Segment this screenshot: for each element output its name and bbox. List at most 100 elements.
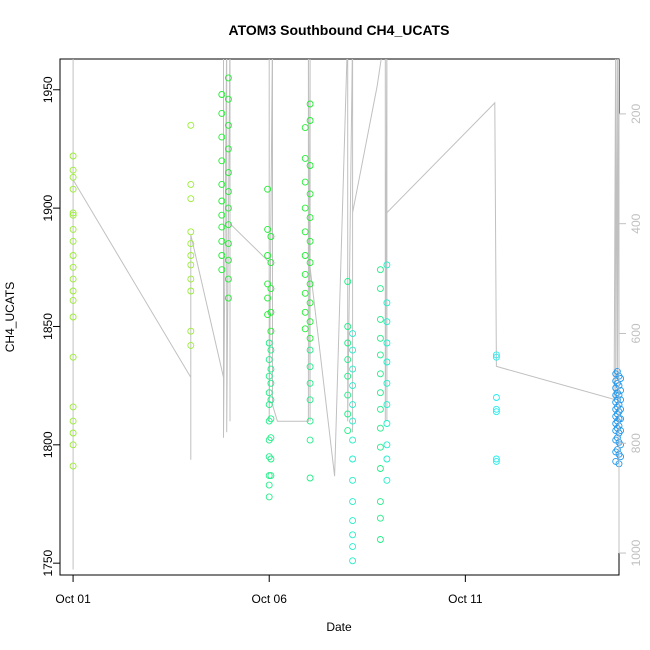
data-point — [617, 415, 625, 423]
data-point — [224, 145, 232, 153]
x-tick-label: Oct 01 — [55, 592, 91, 606]
data-point — [224, 74, 232, 82]
data-point — [301, 252, 309, 259]
data-point — [349, 401, 357, 409]
data-point — [218, 197, 226, 205]
data-point — [301, 124, 309, 132]
data-point — [267, 379, 275, 387]
data-point — [69, 237, 77, 245]
data-point — [264, 294, 272, 302]
data-point — [306, 318, 314, 326]
data-point — [301, 270, 309, 278]
data-point — [267, 415, 275, 423]
data-point — [69, 225, 77, 233]
data-point — [218, 157, 226, 165]
x-tick-label: Oct 06 — [252, 592, 288, 606]
data-point — [69, 152, 77, 160]
data-point — [265, 417, 273, 425]
data-point — [349, 330, 357, 338]
data-point — [617, 427, 625, 435]
data-point — [383, 358, 391, 366]
x-axis: Oct 01 Oct 06 Oct 11 — [55, 574, 483, 606]
data-point — [376, 498, 384, 506]
data-point — [224, 121, 232, 129]
data-point — [349, 531, 357, 539]
y-axis-left: 1750 1800 1850 1900 1950 — [41, 76, 61, 577]
data-point — [69, 252, 77, 259]
data-point — [267, 455, 275, 463]
data-point — [301, 204, 309, 212]
data-point — [224, 240, 232, 248]
data-point — [301, 308, 309, 316]
data-point — [306, 237, 314, 245]
data-point — [265, 453, 273, 461]
data-point — [613, 367, 621, 375]
y-axis-label: CH4_UCATS — [3, 282, 17, 352]
data-point — [265, 401, 273, 409]
data-point — [69, 403, 77, 411]
data-point — [69, 211, 77, 219]
data-point — [349, 476, 357, 484]
data-point — [383, 420, 391, 427]
data-point — [306, 363, 314, 371]
x-axis-label: Date — [326, 620, 352, 634]
data-point — [218, 180, 226, 188]
data-point — [265, 481, 273, 489]
chart-title: ATOM3 Southbound CH4_UCATS — [229, 22, 450, 38]
data-point — [265, 493, 273, 501]
data-point — [306, 417, 314, 425]
y-tick-label: 1950 — [41, 76, 55, 103]
data-point — [344, 339, 352, 347]
data-point — [187, 240, 195, 248]
right-tick-label: 1000 — [629, 539, 643, 566]
data-point — [306, 299, 314, 307]
data-point — [264, 280, 272, 288]
y-tick-label: 1850 — [41, 313, 55, 340]
data-point — [613, 396, 621, 404]
data-point — [383, 261, 391, 269]
data-point — [349, 543, 357, 551]
right-tick-label: 800 — [629, 433, 643, 453]
data-point — [344, 410, 352, 418]
data-point — [267, 365, 275, 373]
data-point — [187, 327, 195, 335]
data-point — [306, 190, 314, 198]
data-point — [383, 441, 391, 449]
data-point — [344, 323, 352, 330]
data-point — [218, 109, 226, 117]
data-point — [69, 462, 77, 470]
data-point — [69, 353, 77, 361]
data-point — [306, 379, 314, 387]
data-point — [224, 95, 232, 103]
data-point — [344, 356, 352, 364]
data-point — [349, 365, 357, 373]
data-point — [349, 436, 357, 444]
data-point — [492, 455, 500, 463]
data-point — [187, 180, 195, 188]
pressure-trace — [72, 59, 619, 570]
data-point — [187, 195, 195, 203]
data-point — [264, 225, 272, 233]
data-point — [376, 424, 384, 432]
data-point — [69, 166, 77, 174]
data-point — [187, 341, 195, 349]
data-point — [69, 296, 77, 304]
data-point — [492, 394, 500, 401]
data-point — [344, 427, 352, 435]
data-point — [218, 133, 226, 141]
data-point — [265, 339, 273, 347]
data-point — [492, 405, 500, 413]
data-point — [376, 536, 384, 543]
right-tick-label: 600 — [629, 323, 643, 343]
data-point — [617, 375, 625, 382]
data-point — [376, 285, 384, 293]
data-point — [69, 441, 77, 449]
data-point — [306, 162, 314, 169]
data-point — [301, 325, 309, 333]
data-point — [224, 221, 232, 229]
data-point — [301, 228, 309, 236]
data-point — [301, 289, 309, 297]
data-point — [187, 121, 195, 129]
data-point — [69, 429, 77, 437]
